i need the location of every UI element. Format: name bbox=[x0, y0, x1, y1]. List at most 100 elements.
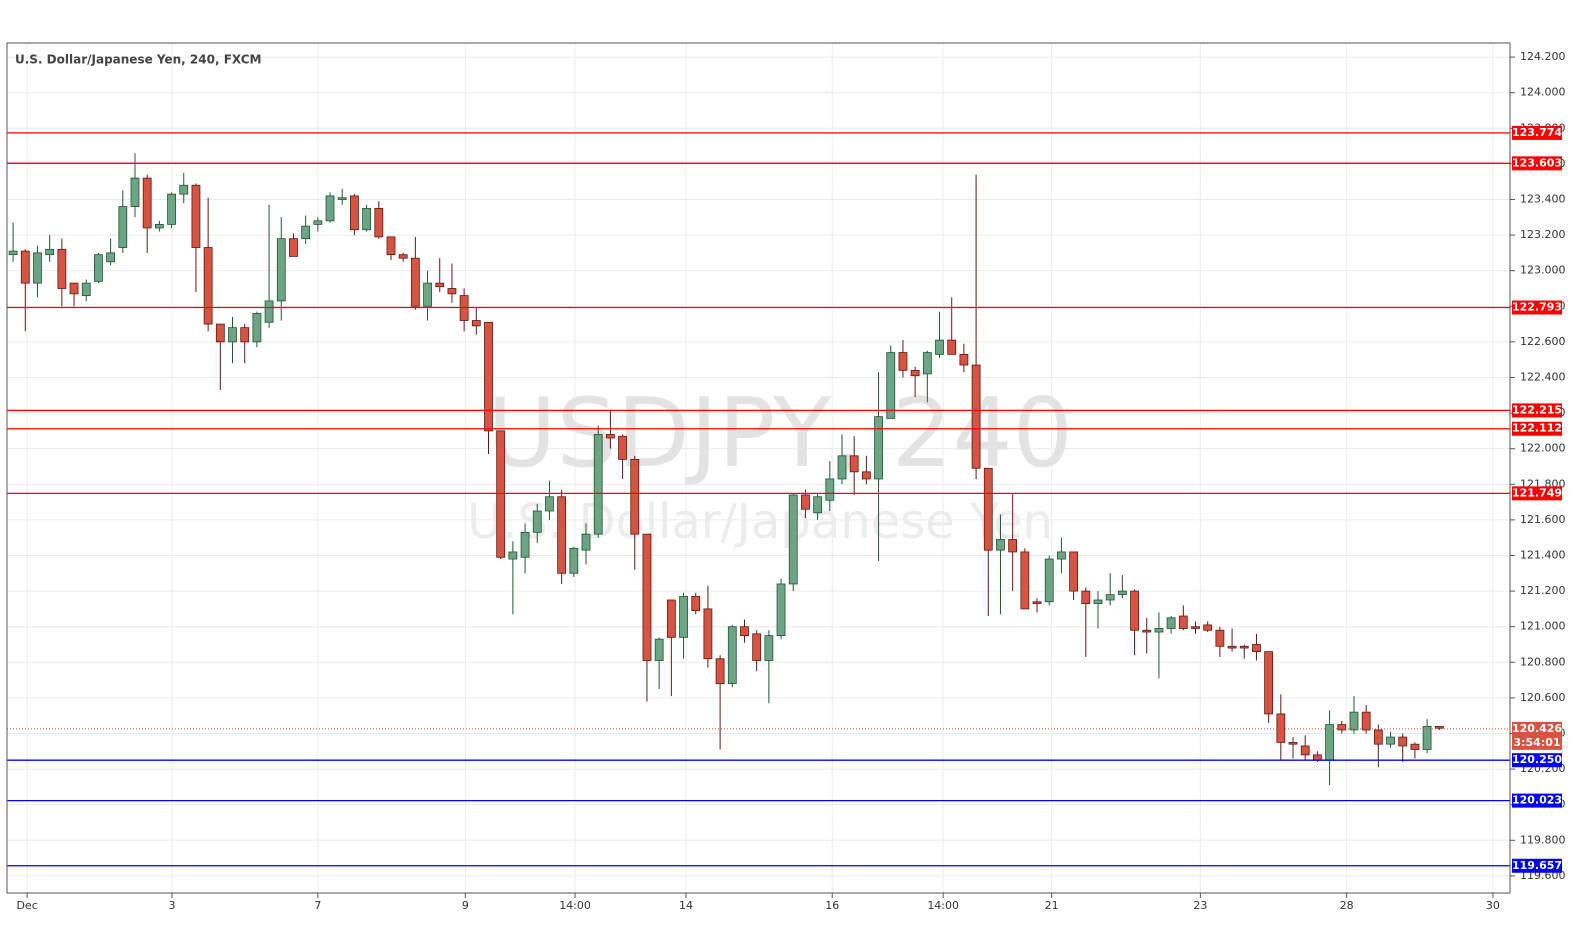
candle-body bbox=[337, 197, 347, 200]
level-label: 123.603 bbox=[1512, 156, 1562, 169]
candle-body bbox=[1057, 551, 1066, 560]
candle-body bbox=[228, 327, 237, 343]
y-tick-label: 122.000 bbox=[1520, 442, 1566, 455]
candle-body bbox=[8, 250, 18, 256]
x-tick-label: 14:00 bbox=[927, 899, 959, 912]
candle-body bbox=[1191, 626, 1200, 629]
candle-body bbox=[33, 252, 42, 284]
candle-body bbox=[1434, 725, 1444, 729]
level-label-bg bbox=[1512, 793, 1562, 808]
level-label-bg bbox=[1512, 421, 1562, 436]
candle-body bbox=[922, 352, 932, 375]
level-label: 122.215 bbox=[1512, 403, 1562, 416]
candle-body bbox=[532, 510, 542, 533]
candle-body bbox=[167, 193, 176, 225]
level-label-bg bbox=[1512, 300, 1562, 315]
candle-body bbox=[520, 531, 530, 558]
x-tick-label: 14:00 bbox=[559, 899, 591, 912]
candle-body bbox=[130, 177, 140, 207]
candle-body bbox=[593, 434, 603, 535]
candle-body bbox=[1422, 725, 1432, 750]
candle-body bbox=[1166, 617, 1176, 629]
candle-body bbox=[1410, 743, 1420, 750]
candle-body bbox=[1117, 590, 1127, 596]
candle-body bbox=[154, 223, 164, 229]
y-tick-label: 124.000 bbox=[1520, 86, 1566, 99]
candle-body bbox=[801, 494, 810, 510]
candle-body bbox=[1252, 644, 1261, 653]
candle-body bbox=[1398, 736, 1408, 747]
candle-body bbox=[191, 184, 201, 248]
candle-body bbox=[410, 257, 420, 307]
candle-body bbox=[508, 551, 518, 560]
candle-body bbox=[276, 238, 286, 302]
y-tick-label: 121.600 bbox=[1520, 513, 1566, 526]
candle-body bbox=[106, 252, 116, 263]
candle-body bbox=[764, 635, 774, 661]
candle-body bbox=[203, 247, 213, 325]
plot-border bbox=[6, 42, 1511, 894]
candle-body bbox=[557, 496, 567, 574]
last-price-label: 120.426 bbox=[1512, 722, 1562, 735]
candle-body bbox=[350, 195, 359, 231]
level-label: 121.749 bbox=[1512, 486, 1562, 499]
level-label: 120.250 bbox=[1512, 753, 1562, 766]
candle-body bbox=[1276, 713, 1286, 743]
level-label: 119.657 bbox=[1512, 859, 1562, 872]
y-tick-label: 121.400 bbox=[1520, 548, 1566, 561]
candle-body bbox=[423, 282, 432, 307]
level-label: 120.023 bbox=[1512, 794, 1562, 807]
candle-body bbox=[118, 206, 128, 248]
watermark-name: U.S. Dollar/Japanese Yen bbox=[467, 494, 1053, 550]
x-tick-label: 23 bbox=[1193, 899, 1207, 912]
candle-body bbox=[630, 458, 640, 535]
candle-body bbox=[727, 626, 737, 685]
candle-body bbox=[935, 339, 944, 355]
y-tick-label: 123.000 bbox=[1520, 264, 1566, 277]
candle-body bbox=[447, 288, 457, 295]
candle-body bbox=[1239, 645, 1249, 649]
candle-body bbox=[1154, 628, 1164, 633]
y-tick-label: 120.600 bbox=[1520, 691, 1566, 704]
y-tick-label: 119.800 bbox=[1520, 833, 1566, 846]
level-label-bg bbox=[1512, 486, 1562, 501]
x-tick-label: 30 bbox=[1486, 899, 1500, 912]
candle-body bbox=[971, 364, 981, 469]
candle-body bbox=[69, 282, 79, 295]
candle-body bbox=[398, 254, 408, 259]
level-label-bg bbox=[1512, 156, 1562, 171]
candle-body bbox=[264, 300, 274, 323]
candle-body bbox=[1288, 742, 1298, 745]
x-tick-label: 21 bbox=[1045, 899, 1059, 912]
level-label-bg bbox=[1512, 858, 1562, 873]
candle-body bbox=[642, 533, 652, 661]
candle-body bbox=[581, 533, 591, 551]
candle-body bbox=[496, 430, 506, 558]
candle-body bbox=[362, 207, 371, 231]
candle-body bbox=[1178, 615, 1188, 629]
candle-body bbox=[1349, 711, 1359, 731]
x-tick-label: 14 bbox=[679, 899, 693, 912]
y-tick-label: 124.200 bbox=[1520, 50, 1566, 63]
candle-body bbox=[1069, 551, 1079, 592]
candle-body bbox=[484, 321, 493, 432]
candle-body bbox=[252, 312, 262, 343]
candle-body bbox=[1044, 558, 1054, 603]
candle-body bbox=[374, 207, 384, 238]
candle-body bbox=[959, 353, 969, 366]
chart-title: U.S. Dollar/Japanese Yen, 240, FXCM bbox=[15, 53, 261, 67]
y-tick-label: 122.600 bbox=[1520, 335, 1566, 348]
candle-body bbox=[215, 323, 225, 343]
x-tick-label: 3 bbox=[169, 899, 176, 912]
candle-body bbox=[569, 547, 579, 574]
candle-body bbox=[1325, 724, 1334, 761]
candle-body bbox=[94, 254, 103, 282]
candle-body bbox=[1337, 724, 1347, 731]
candle-body bbox=[886, 352, 896, 419]
candle-body bbox=[1361, 711, 1371, 731]
candle-body bbox=[679, 596, 688, 638]
candle-body bbox=[81, 282, 91, 296]
candle-body bbox=[1373, 729, 1383, 745]
candle-body bbox=[545, 496, 554, 512]
candle-body bbox=[666, 599, 676, 638]
